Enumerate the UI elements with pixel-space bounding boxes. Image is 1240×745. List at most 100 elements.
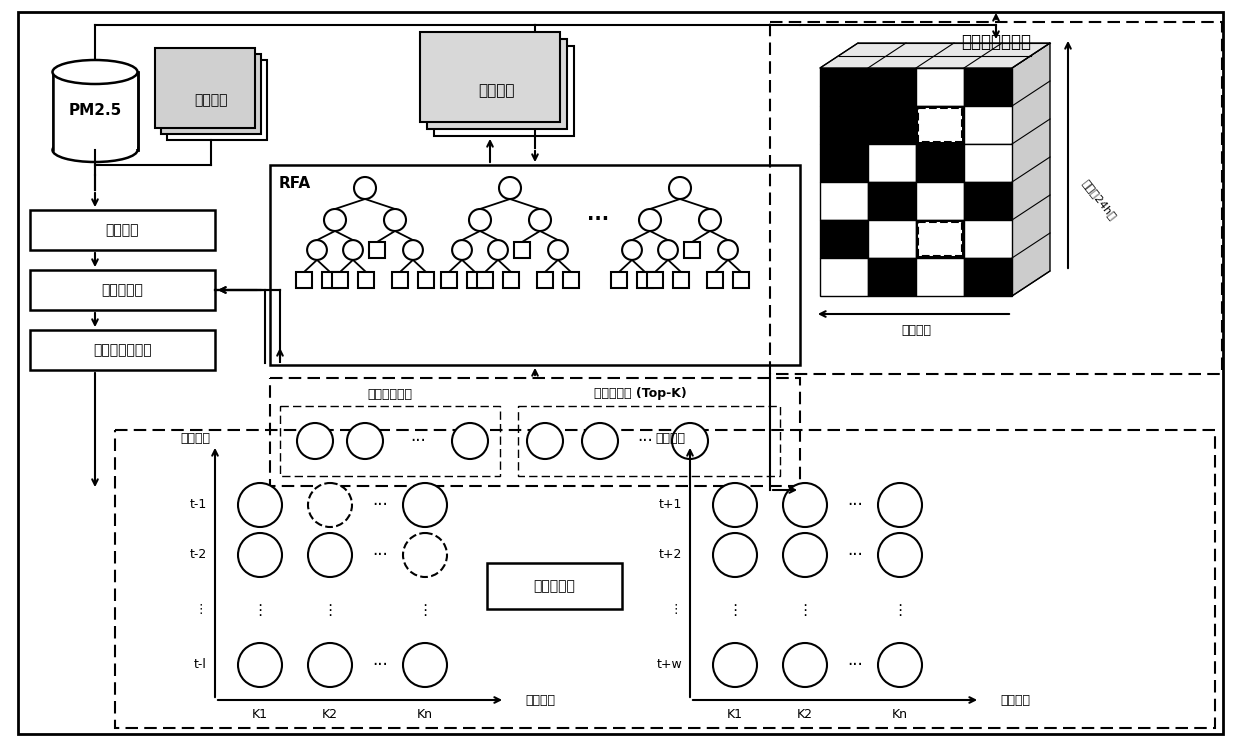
Text: 时空相关立方体: 时空相关立方体 (961, 33, 1030, 51)
FancyBboxPatch shape (868, 182, 916, 220)
FancyBboxPatch shape (916, 258, 963, 296)
FancyBboxPatch shape (647, 272, 663, 288)
Circle shape (453, 240, 472, 260)
Circle shape (343, 240, 363, 260)
Text: ···: ··· (847, 656, 863, 674)
Text: t-1: t-1 (190, 498, 207, 512)
FancyBboxPatch shape (332, 272, 348, 288)
FancyBboxPatch shape (563, 272, 579, 288)
Text: ···: ··· (637, 432, 653, 450)
Text: ⋮: ⋮ (670, 603, 682, 617)
FancyBboxPatch shape (19, 12, 1223, 734)
Text: 多变量预测值: 多变量预测值 (367, 387, 413, 401)
FancyBboxPatch shape (963, 258, 1012, 296)
Text: 气象特征: 气象特征 (195, 93, 228, 107)
FancyBboxPatch shape (963, 68, 1012, 106)
Text: ⋮: ⋮ (253, 603, 268, 618)
Circle shape (582, 423, 618, 459)
Text: 气象插值: 气象插值 (105, 223, 139, 237)
FancyBboxPatch shape (434, 46, 574, 136)
FancyBboxPatch shape (441, 272, 458, 288)
FancyBboxPatch shape (684, 242, 701, 258)
FancyBboxPatch shape (733, 272, 749, 288)
FancyBboxPatch shape (30, 210, 215, 250)
Text: t+1: t+1 (658, 498, 682, 512)
Circle shape (699, 209, 720, 231)
FancyBboxPatch shape (52, 72, 138, 150)
Circle shape (308, 483, 352, 527)
Circle shape (384, 209, 405, 231)
Circle shape (453, 423, 489, 459)
FancyBboxPatch shape (916, 144, 963, 182)
FancyBboxPatch shape (467, 272, 484, 288)
Text: ⋮: ⋮ (797, 603, 812, 618)
Text: ···: ··· (372, 656, 388, 674)
FancyBboxPatch shape (820, 68, 868, 106)
FancyBboxPatch shape (487, 563, 622, 609)
Circle shape (298, 423, 334, 459)
FancyBboxPatch shape (916, 220, 963, 258)
Circle shape (403, 240, 423, 260)
Text: ···: ··· (372, 546, 388, 564)
Circle shape (308, 643, 352, 687)
Polygon shape (1012, 43, 1050, 296)
Circle shape (672, 423, 708, 459)
Text: 邻域站点: 邻域站点 (901, 323, 931, 337)
Text: 邻域站点值 (Top-K): 邻域站点值 (Top-K) (594, 387, 687, 401)
FancyBboxPatch shape (868, 220, 916, 258)
Text: ⋮: ⋮ (322, 603, 337, 618)
Circle shape (713, 643, 756, 687)
FancyBboxPatch shape (916, 182, 963, 220)
FancyBboxPatch shape (673, 272, 689, 288)
Circle shape (548, 240, 568, 260)
FancyBboxPatch shape (477, 272, 494, 288)
FancyBboxPatch shape (820, 106, 868, 144)
FancyBboxPatch shape (270, 165, 800, 365)
FancyBboxPatch shape (161, 54, 260, 134)
Circle shape (238, 533, 281, 577)
Circle shape (713, 483, 756, 527)
Text: t-l: t-l (195, 659, 207, 671)
FancyBboxPatch shape (637, 272, 653, 288)
FancyBboxPatch shape (155, 48, 255, 128)
Circle shape (403, 533, 446, 577)
Text: Kn: Kn (417, 708, 433, 721)
FancyBboxPatch shape (868, 258, 916, 296)
FancyBboxPatch shape (537, 272, 553, 288)
Text: ···: ··· (847, 546, 863, 564)
Ellipse shape (52, 60, 138, 84)
FancyBboxPatch shape (963, 182, 1012, 220)
FancyBboxPatch shape (515, 242, 529, 258)
Circle shape (878, 483, 923, 527)
FancyBboxPatch shape (963, 144, 1012, 182)
Ellipse shape (52, 138, 138, 162)
Text: t-2: t-2 (190, 548, 207, 562)
Circle shape (639, 209, 661, 231)
Text: t+2: t+2 (658, 548, 682, 562)
Polygon shape (820, 43, 1050, 68)
FancyBboxPatch shape (916, 68, 963, 106)
Text: K1: K1 (727, 708, 743, 721)
Text: ···: ··· (847, 496, 863, 514)
Circle shape (878, 643, 923, 687)
FancyBboxPatch shape (296, 272, 312, 288)
Text: 输出特征: 输出特征 (999, 694, 1030, 706)
Circle shape (622, 240, 642, 260)
Circle shape (670, 177, 691, 199)
FancyBboxPatch shape (30, 270, 215, 310)
FancyBboxPatch shape (611, 272, 627, 288)
Text: ⋮: ⋮ (195, 603, 207, 617)
FancyBboxPatch shape (918, 222, 962, 256)
FancyBboxPatch shape (963, 106, 1012, 144)
Text: K2: K2 (322, 708, 339, 721)
Text: ⋮: ⋮ (893, 603, 908, 618)
FancyBboxPatch shape (420, 32, 560, 122)
Text: ···: ··· (410, 432, 425, 450)
FancyBboxPatch shape (820, 220, 868, 258)
Text: K2: K2 (797, 708, 813, 721)
Circle shape (782, 643, 827, 687)
Text: 时间（24h）: 时间（24h） (1080, 177, 1117, 221)
FancyBboxPatch shape (392, 272, 408, 288)
FancyBboxPatch shape (916, 106, 963, 144)
Circle shape (658, 240, 678, 260)
